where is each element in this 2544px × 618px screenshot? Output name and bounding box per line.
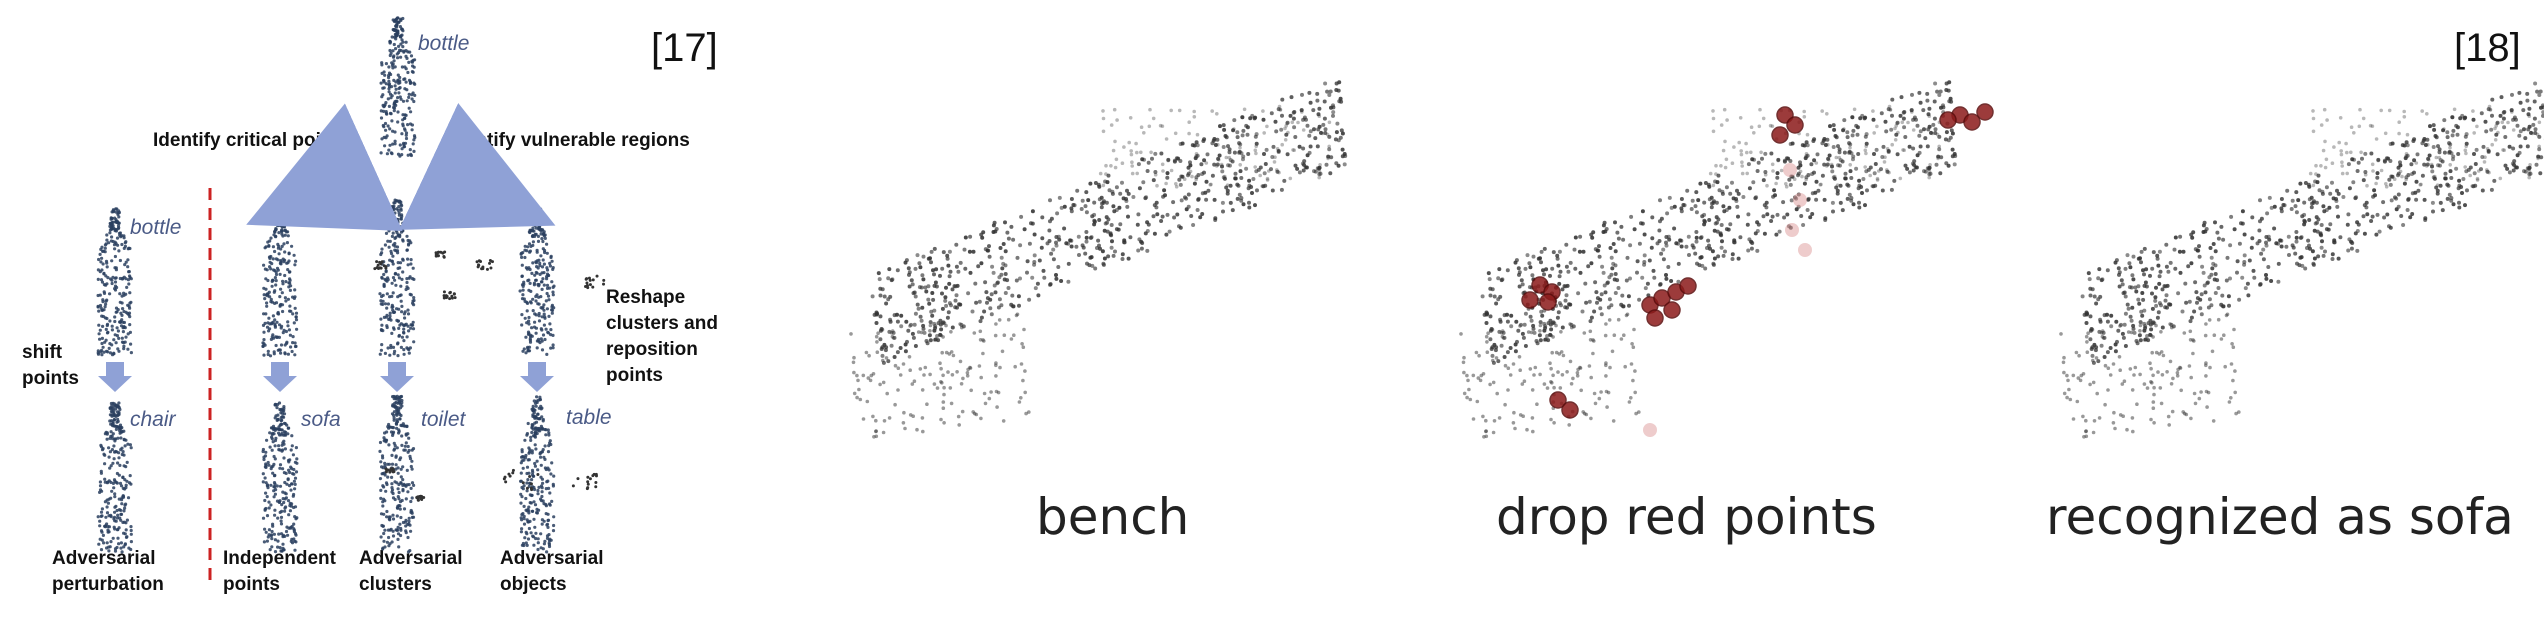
top-bottle-label: bottle — [418, 32, 470, 55]
bottle-col2-bottom — [261, 401, 299, 554]
bottle-col2-top — [261, 206, 299, 358]
caption-col3-line1: Adversarial — [359, 548, 463, 569]
shift-label-line2: points — [22, 368, 79, 389]
down-arrow-col2 — [263, 362, 297, 392]
sofa-label: sofa — [301, 408, 341, 431]
caption-col2-line1: Independent — [223, 548, 336, 569]
caption-bench: bench — [1036, 488, 1190, 546]
bottle-top — [379, 16, 417, 158]
caption-col1-line1: Adversarial — [52, 548, 156, 569]
ref-18: [18] — [2454, 26, 2521, 70]
table-label: table — [566, 406, 612, 429]
shift-points-label: shift points — [22, 340, 79, 392]
reshape-line4: points — [606, 365, 663, 386]
reshape-line1: Reshape — [606, 287, 686, 308]
reshape-line2: clusters and — [606, 313, 718, 334]
bench-point-clouds — [849, 80, 2544, 439]
cloud-bench — [849, 80, 1348, 439]
bottle-col1-top — [96, 207, 133, 357]
toilet-label: toilet — [421, 408, 466, 431]
ref-17: [17] — [651, 26, 718, 70]
down-arrow-col3 — [380, 362, 414, 392]
reshape-label: Reshape clusters and reposition points — [606, 285, 718, 389]
caption-adversarial-perturbation: Adversarial perturbation — [52, 546, 164, 598]
caption-col1-line2: perturbation — [52, 574, 164, 595]
bottle-col3-bottom — [378, 394, 416, 554]
bottle-col1-bottom — [96, 401, 133, 554]
down-arrow-col1 — [98, 362, 132, 392]
bottle-col3-top — [378, 198, 416, 358]
flow-arrows — [98, 102, 556, 392]
chair-label: chair — [130, 408, 176, 431]
caption-col3-line2: clusters — [359, 574, 432, 595]
caption-adversarial-objects: Adversarial objects — [500, 546, 604, 598]
bottle-point-clouds — [96, 16, 606, 554]
bottle-col4-bottom — [519, 395, 556, 554]
adversarial-cluster-points — [373, 250, 606, 502]
arrow-to-critical — [246, 103, 403, 231]
caption-col4-line1: Adversarial — [500, 548, 604, 569]
col1-top-label: bottle — [130, 216, 182, 239]
caption-col2-line2: points — [223, 574, 280, 595]
critical-red-points — [1521, 103, 1994, 437]
caption-independent-points: Independent points — [223, 546, 336, 598]
down-arrow-col4 — [520, 362, 554, 392]
bottle-col4-top — [518, 207, 556, 356]
caption-adversarial-clusters: Adversarial clusters — [359, 546, 463, 598]
cloud-drop-red — [1459, 80, 1994, 439]
arrow-to-vulnerable — [398, 102, 556, 230]
caption-recognized-as-sofa: recognized as sofa — [2046, 488, 2514, 546]
cloud-sofa — [2059, 81, 2544, 439]
reshape-line3: reposition — [606, 339, 698, 360]
caption-drop-red-points: drop red points — [1496, 488, 1877, 546]
caption-col4-line2: objects — [500, 574, 567, 595]
shift-label-line1: shift — [22, 342, 63, 363]
